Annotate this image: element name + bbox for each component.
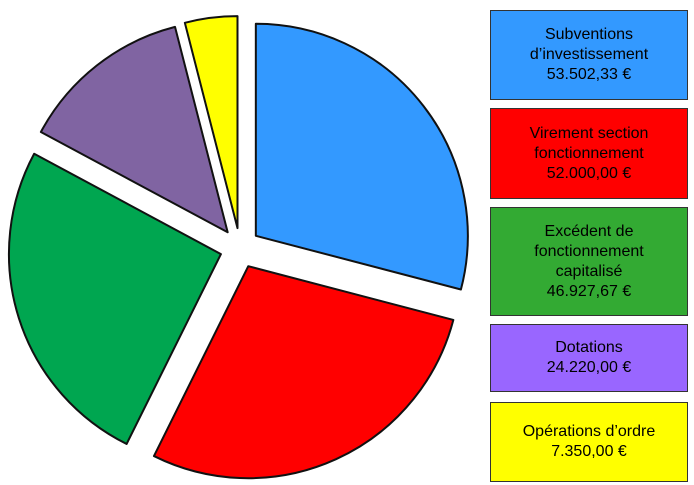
legend-value: 52.000,00 € [546,164,632,182]
legend-label: Opérations d’ordre [522,423,656,440]
legend-item: Opérations d’ordre 7.350,00 € [490,402,688,482]
legend-value: 46.927,67 € [546,282,632,300]
pie-slice [39,25,229,234]
pie-slice [7,152,222,445]
pie-slice [183,15,239,230]
legend-label: Dotations [555,339,623,356]
legend-value: 7.350,00 € [551,443,627,460]
legend-item: Excédent de fonctionnement capitalisé 46.… [490,207,688,316]
legend-label: Subventions d’investissement [529,26,649,63]
legend-item: Virement section fonctionnement 52.000,00… [490,108,688,199]
legend: Subventions d’investissement 53.502,33 € V… [490,10,688,482]
legend-value: 53.502,33 € [546,66,632,83]
pie-slice [152,265,455,480]
pie-chart [7,15,469,480]
legend-label: Excédent de fonctionnement capitalisé [534,222,644,280]
legend-label: Virement section fonctionnement [529,124,649,162]
legend-item: Subventions d’investissement 53.502,33 € [490,10,688,100]
legend-item: Dotations 24.220,00 € [490,324,688,392]
pie-slice [254,22,469,291]
legend-value: 24.220,00 € [546,359,632,376]
